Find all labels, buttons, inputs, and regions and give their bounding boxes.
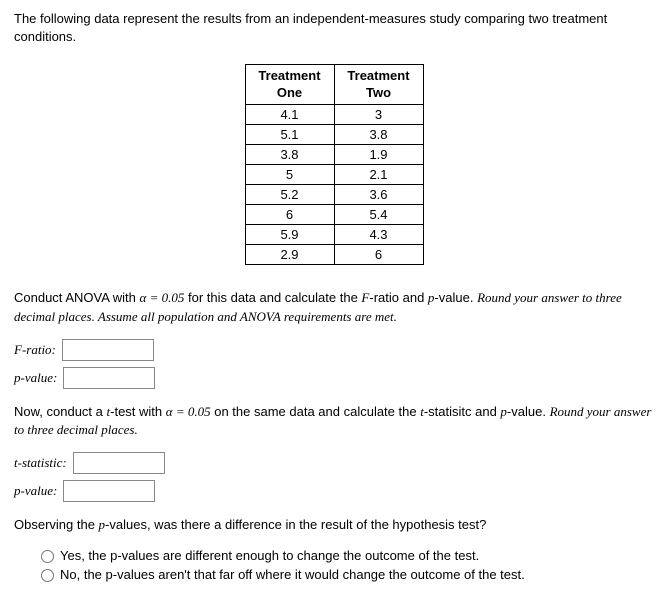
- observation-question: Observing the p-values, was there a diff…: [14, 516, 654, 535]
- anova-pvalue-input[interactable]: [63, 367, 155, 389]
- f-ratio-label: F-ratio:: [14, 342, 56, 358]
- t-statistic-input[interactable]: [73, 452, 165, 474]
- data-table: TreatmentOne TreatmentTwo 4.13 5.13.8 3.…: [245, 64, 424, 265]
- ttest-instructions: Now, conduct a t-test with α = 0.05 on t…: [14, 403, 654, 441]
- f-ratio-input[interactable]: [62, 339, 154, 361]
- ttest-pvalue-label: p-value:: [14, 483, 57, 499]
- table-header-2: TreatmentTwo: [334, 65, 423, 105]
- radio-no[interactable]: [41, 569, 54, 582]
- table-row: 5.13.8: [245, 124, 423, 144]
- table-row: 5.94.3: [245, 224, 423, 244]
- intro-text: The following data represent the results…: [14, 10, 654, 46]
- radio-no-label: No, the p-values aren't that far off whe…: [60, 567, 525, 582]
- table-row: 52.1: [245, 164, 423, 184]
- table-row: 4.13: [245, 104, 423, 124]
- table-row: 3.81.9: [245, 144, 423, 164]
- table-row: 5.23.6: [245, 184, 423, 204]
- radio-yes-label: Yes, the p-values are different enough t…: [60, 548, 479, 563]
- table-row: 2.96: [245, 244, 423, 264]
- t-statistic-label: t-statistic:: [14, 455, 67, 471]
- table-header-1: TreatmentOne: [245, 65, 334, 105]
- table-row: 65.4: [245, 204, 423, 224]
- radio-yes[interactable]: [41, 550, 54, 563]
- anova-pvalue-label: p-value:: [14, 370, 57, 386]
- ttest-pvalue-input[interactable]: [63, 480, 155, 502]
- anova-instructions: Conduct ANOVA with α = 0.05 for this dat…: [14, 289, 654, 327]
